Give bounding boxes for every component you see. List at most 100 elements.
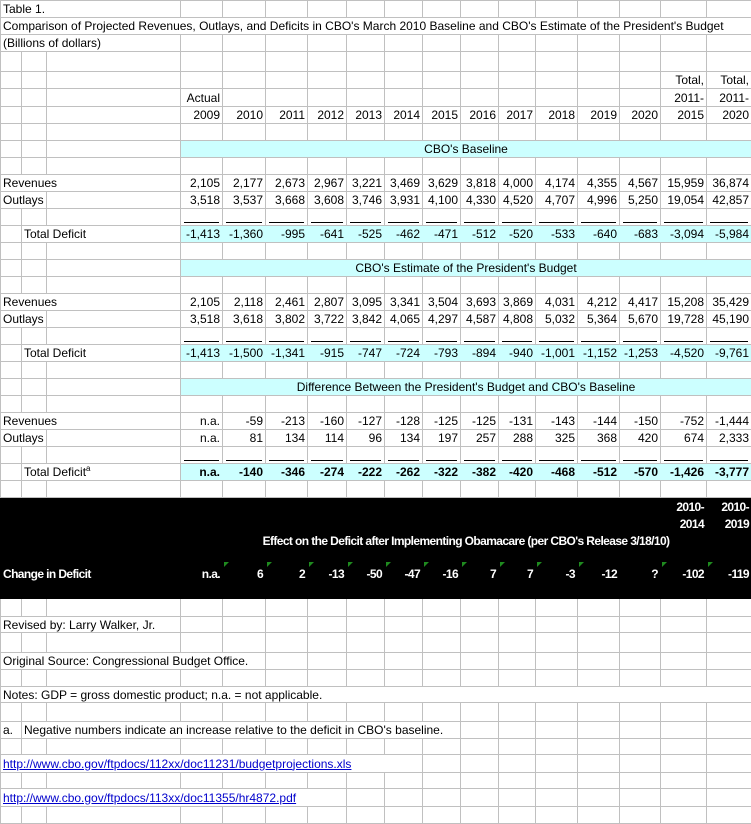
outlays-value[interactable]: 368 xyxy=(578,430,620,447)
underline-cell[interactable] xyxy=(620,328,661,345)
empty-cell[interactable] xyxy=(308,739,347,755)
change-in-deficit-value[interactable]: ? xyxy=(620,550,661,599)
empty-cell[interactable] xyxy=(661,755,707,773)
revenues-value[interactable]: 2,673 xyxy=(266,175,308,192)
outlays-value[interactable]: 4,520 xyxy=(499,192,536,209)
outlays-value[interactable]: 325 xyxy=(536,430,578,447)
column-header[interactable]: 2020 xyxy=(620,107,661,124)
column-header[interactable]: 2014 xyxy=(385,107,423,124)
empty-cell[interactable] xyxy=(47,311,181,328)
empty-cell[interactable] xyxy=(536,670,578,687)
total-deficit-value[interactable]: -262 xyxy=(385,464,423,481)
underline-cell[interactable] xyxy=(266,447,308,464)
empty-cell[interactable] xyxy=(1,89,22,107)
empty-cell[interactable] xyxy=(620,653,661,670)
empty-cell[interactable] xyxy=(1,481,22,498)
empty-cell[interactable] xyxy=(181,617,223,633)
empty-cell[interactable] xyxy=(223,633,266,653)
column-header[interactable] xyxy=(223,72,266,89)
empty-cell[interactable] xyxy=(461,739,499,755)
empty-cell[interactable] xyxy=(1,260,22,277)
empty-cell[interactable] xyxy=(347,396,385,413)
empty-cell[interactable] xyxy=(47,739,181,755)
column-header[interactable] xyxy=(536,72,578,89)
obamacare-column-header[interactable] xyxy=(266,498,308,516)
empty-cell[interactable] xyxy=(181,703,223,722)
obamacare-column-header[interactable] xyxy=(499,498,536,516)
underline-cell[interactable] xyxy=(423,209,461,226)
empty-cell[interactable] xyxy=(1,72,22,89)
change-in-deficit-value[interactable]: n.a. xyxy=(181,550,223,599)
empty-cell[interactable] xyxy=(308,277,347,294)
empty-cell[interactable] xyxy=(707,396,751,413)
empty-cell[interactable] xyxy=(266,807,308,824)
empty-cell[interactable] xyxy=(499,124,536,141)
column-header[interactable] xyxy=(499,89,536,107)
outlays-value[interactable]: 4,707 xyxy=(536,192,578,209)
obamacare-column-header[interactable] xyxy=(347,516,385,533)
column-header[interactable]: 2015 xyxy=(423,107,461,124)
empty-cell[interactable] xyxy=(22,362,47,379)
outlays-value[interactable]: 3,931 xyxy=(385,192,423,209)
revenues-value[interactable]: 2,105 xyxy=(181,294,223,311)
empty-cell[interactable] xyxy=(661,617,707,633)
obamacare-column-header[interactable] xyxy=(223,498,266,516)
empty-cell[interactable] xyxy=(423,396,461,413)
empty-cell[interactable] xyxy=(47,396,181,413)
error-indicator-icon[interactable] xyxy=(309,562,314,567)
empty-cell[interactable] xyxy=(47,141,181,158)
underline-cell[interactable] xyxy=(578,209,620,226)
revenues-value[interactable]: 4,174 xyxy=(536,175,578,192)
revenues-value[interactable]: 15,959 xyxy=(661,175,707,192)
empty-cell[interactable] xyxy=(661,789,707,807)
obamacare-column-header[interactable] xyxy=(578,516,620,533)
empty-cell[interactable] xyxy=(22,670,47,687)
empty-cell[interactable] xyxy=(22,739,47,755)
empty-cell[interactable] xyxy=(461,396,499,413)
underline-cell[interactable] xyxy=(578,328,620,345)
empty-cell[interactable] xyxy=(385,789,423,807)
empty-cell[interactable] xyxy=(385,633,423,653)
empty-cell[interactable] xyxy=(620,243,661,260)
empty-cell[interactable] xyxy=(707,739,751,755)
empty-cell[interactable] xyxy=(22,158,47,175)
total-deficit-value[interactable]: -382 xyxy=(461,464,499,481)
column-header[interactable]: 2009 xyxy=(181,107,223,124)
empty-cell[interactable] xyxy=(1,670,22,687)
obamacare-column-header[interactable] xyxy=(620,498,661,516)
obamacare-column-header[interactable] xyxy=(620,516,661,533)
section-header[interactable]: CBO's Baseline xyxy=(181,141,751,158)
empty-cell[interactable] xyxy=(499,599,536,617)
total-deficit-value[interactable]: -1,253 xyxy=(620,345,661,362)
revenues-value[interactable]: 4,000 xyxy=(499,175,536,192)
column-header[interactable]: Actual xyxy=(181,89,223,107)
empty-cell[interactable] xyxy=(423,807,461,824)
empty-cell[interactable] xyxy=(707,158,751,175)
total-deficit-value[interactable]: -1,500 xyxy=(223,345,266,362)
total-deficit-value[interactable]: -468 xyxy=(536,464,578,481)
revenues-value[interactable]: -144 xyxy=(578,413,620,430)
empty-cell[interactable] xyxy=(22,703,47,722)
obamacare-column-header[interactable] xyxy=(423,498,461,516)
total-deficit-value[interactable]: -3,777 xyxy=(707,464,751,481)
empty-cell[interactable] xyxy=(266,158,308,175)
column-header[interactable] xyxy=(423,72,461,89)
empty-cell[interactable] xyxy=(707,362,751,379)
empty-cell[interactable] xyxy=(620,158,661,175)
empty-cell[interactable] xyxy=(461,362,499,379)
underline-cell[interactable] xyxy=(461,447,499,464)
empty-cell[interactable] xyxy=(499,755,536,773)
empty-cell[interactable] xyxy=(423,481,461,498)
empty-cell[interactable] xyxy=(308,362,347,379)
outlays-value[interactable]: 5,364 xyxy=(578,311,620,328)
column-header[interactable] xyxy=(423,89,461,107)
outlays-value[interactable]: 45,190 xyxy=(707,311,751,328)
underline-cell[interactable] xyxy=(499,328,536,345)
empty-cell[interactable] xyxy=(308,1,347,18)
empty-cell[interactable] xyxy=(385,1,423,18)
total-deficit-value[interactable]: -1,341 xyxy=(266,345,308,362)
outlays-value[interactable]: 3,537 xyxy=(223,192,266,209)
empty-cell[interactable] xyxy=(707,243,751,260)
empty-cell[interactable] xyxy=(347,243,385,260)
empty-cell[interactable] xyxy=(385,362,423,379)
